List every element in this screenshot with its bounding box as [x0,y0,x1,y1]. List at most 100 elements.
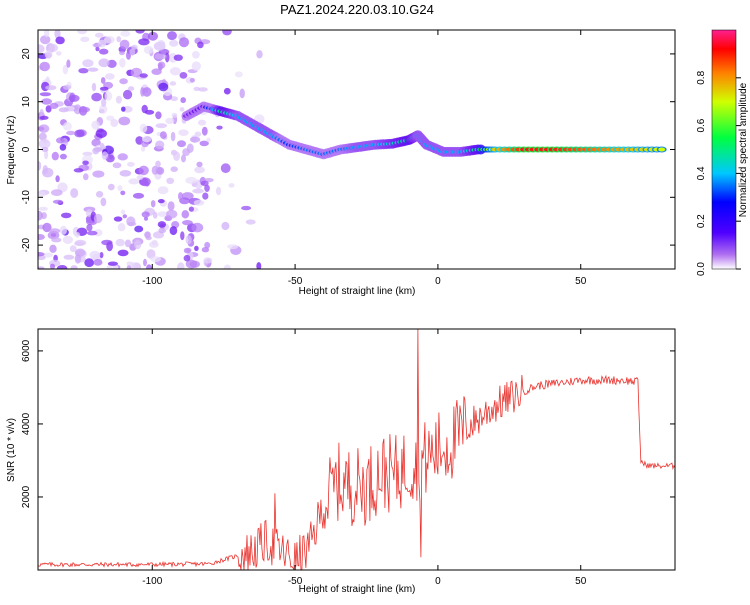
snr-x-axis-label: Height of straight line (km) [299,584,416,595]
spectrogram-noise-blob [145,235,152,241]
spectrogram-noise-blob [107,183,115,191]
spectrogram-noise-blob [123,89,133,100]
x-tick-label: 50 [575,276,587,287]
spectrogram-noise-blob [206,137,211,143]
spectrogram-noise-blob [180,97,186,104]
spectrogram-noise-blob [38,191,46,197]
snr-y-axis-label: SNR (10 * v/v) [6,418,17,482]
spectrogram-noise-blob [99,48,109,55]
spectrogram-noise-blob [134,239,142,250]
spectrogram-noise-blob [239,88,245,99]
spectrogram-noise-blob [91,120,100,130]
spectrogram-noise-blob [49,228,61,234]
spectrogram-noise-blob [119,58,126,68]
spectrogram-noise-blob [49,263,56,269]
spectrogram-noise-blob [194,131,202,137]
spectrogram-noise-blob [169,67,181,76]
spectrogram-noise-blob [139,73,148,78]
y-tick-label: 2000 [21,485,32,508]
spectrogram-noise-blob [92,43,102,48]
spectrogram-noise-blob [70,188,79,198]
spectrogram-noise-blob [118,116,131,126]
spectrogram-noise-blob [200,180,209,187]
spectrogram-noise-blob [138,38,150,46]
spectrogram-noise-blob [155,123,167,129]
spectrogram-noise-blob [51,189,63,197]
spectrogram-noise-blob [51,237,62,243]
spectrogram-noise-blob [38,210,43,221]
colorbar-tick-label: 0.8 [696,70,707,84]
y-tick-label: 4000 [21,412,32,435]
spectrogram-noise-blob [143,258,147,267]
spectrogram-noise-blob [38,44,45,54]
spectrogram-noise-blob [142,87,152,97]
spectrogram-noise-blob [185,235,192,245]
spectrogram-noise-blob [183,247,191,254]
spectrogram-noise-blob [112,162,122,169]
snr-frame [37,328,676,571]
spectrogram-noise-blob [117,153,128,161]
spectrogram-noise-blob [139,123,148,133]
spectrogram-noise-blob [55,175,60,183]
spectrogram-noise-blob [134,225,144,233]
spectrogram-noise-blob [192,188,204,194]
spectrogram-y-axis-label: Frequency (Hz) [6,116,17,185]
colorbar-label: Normalized spectral amplitude [738,82,749,217]
spectrogram-noise-blob [140,87,145,97]
spectrogram-noise-blob [194,245,199,252]
spectrogram-noise-blob [101,98,107,107]
spectrogram-noise-blob [127,86,135,91]
spectrogram-noise-blob [182,220,193,226]
spectrogram-noise-blob [186,143,194,153]
spectrogram-noise-blob [170,96,179,102]
spectrogram-noise-blob [62,235,73,244]
x-tick-label: 50 [575,576,587,587]
spectrogram-noise-blob [222,30,232,36]
spectrogram-noise-blob [74,239,87,246]
spectrogram-noise-blob [181,154,186,163]
spectrogram-panel: -100 -50 0 50 20 10 0 -10 -20 Height of straigh… [6,29,676,297]
spectrogram-noise-blob [110,119,119,127]
spectrogram-noise-blob [169,226,178,236]
spectrogram-noise-blob [38,252,45,257]
spectrogram-noise-blob [38,161,42,171]
spectrogram-noise-blob [77,30,88,35]
spectrogram-noise-blob [44,30,50,38]
spectrogram-noise-blob [191,222,204,233]
spectrogram-noise-blob [38,132,47,141]
spectrogram-noise-blob [41,147,49,152]
spectrogram-noise-blob [170,166,178,172]
spectrogram-noise-blob [95,129,108,138]
spectrogram-noise-blob [223,264,231,269]
spectrogram-noise-blob [173,151,181,161]
spectrogram-noise-blob [124,239,132,248]
spectrogram-noise-blob [204,241,211,249]
spectrogram-noise-blob [126,216,136,227]
spectrogram-noise-blob [101,239,113,246]
spectrogram-noise-blob [179,72,188,79]
spectrogram-noise-blob [144,216,148,221]
spectrogram-noise-blob [142,136,152,143]
spectrogram-noise-blob [91,92,102,102]
spectrogram-x-axis-label: Height of straight line (km) [299,286,416,297]
spectrogram-noise-blob [197,119,207,126]
colorbar-tick-label: 0.6 [696,118,707,132]
spectrogram-noise-blob [95,32,104,38]
spectrogram-noise-blob [167,201,175,211]
spectrogram-noise-blob [152,211,158,219]
spectrogram-ridge-core [658,147,666,152]
spectrogram-noise-blob [104,91,113,101]
spectrogram-noise-blob [63,254,75,260]
spectrogram-noise-blob [171,112,178,118]
spectrogram-noise-blob [91,82,97,92]
spectrogram-noise-blob [93,213,103,224]
spectrogram-noise-blob [194,166,206,174]
snr-panel: -100 -50 0 50 2000 4000 6000 Height of straig… [6,328,676,595]
spectrogram-noise-blob [190,136,201,143]
spectrogram-noise-blob [58,107,69,113]
spectrogram-noise-blob [144,182,150,187]
colorbar-tick-label: 0.4 [696,166,707,180]
spectrogram-noise-blob [143,46,154,54]
spectrogram-noise-blob [155,111,162,120]
